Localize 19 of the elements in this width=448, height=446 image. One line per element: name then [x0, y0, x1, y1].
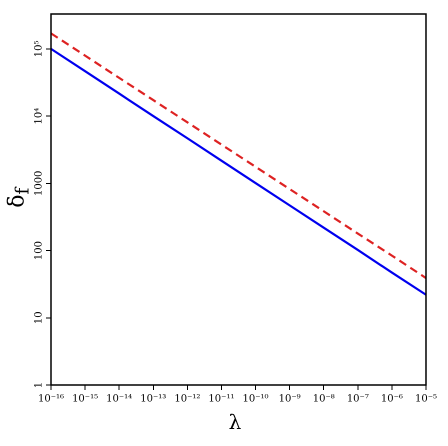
x-tick-label: 10⁻¹³ — [140, 394, 166, 405]
y-tick-label: 100 — [34, 240, 45, 260]
x-tick-label: 10⁻¹⁰ — [242, 394, 269, 405]
x-tick-label: 10⁻¹² — [174, 394, 200, 405]
y-tick-label: 10⁴ — [34, 108, 45, 124]
x-tick-label: 10⁻¹⁶ — [38, 394, 64, 405]
x-axis-title: λ — [228, 410, 242, 434]
y-tick-label: 1 — [34, 382, 45, 388]
x-tick-label: 10⁻⁹ — [278, 394, 301, 405]
x-tick-label: 10⁻⁵ — [414, 394, 437, 405]
y-tick-label: 1000 — [34, 170, 45, 196]
y-tick-label: 10 — [34, 311, 45, 324]
x-tick-label: 10⁻⁸ — [312, 394, 335, 405]
x-tick-label: 10⁻⁶ — [380, 394, 403, 405]
x-tick-label: 10⁻¹⁵ — [72, 394, 98, 405]
x-tick-label: 10⁻⁷ — [346, 394, 369, 405]
y-tick-label: 10⁵ — [34, 40, 45, 58]
x-tick-label: 10⁻¹⁴ — [106, 394, 132, 405]
x-tick-label: 10⁻¹¹ — [208, 394, 234, 405]
